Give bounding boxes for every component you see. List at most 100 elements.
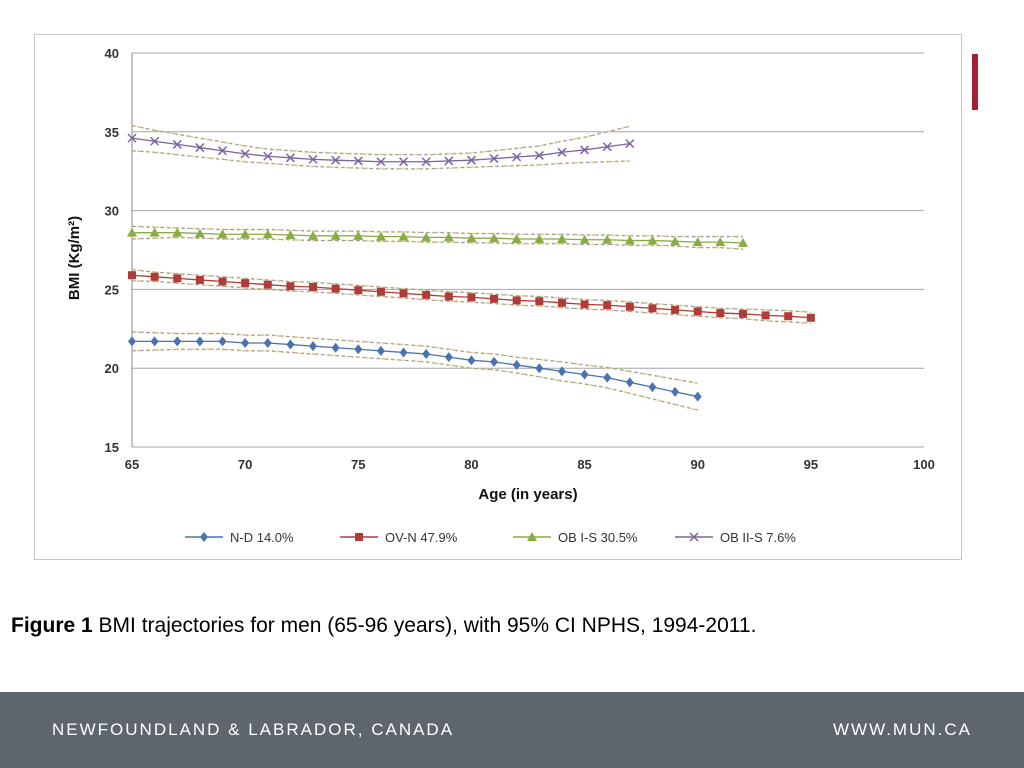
legend-item-2: OV-N 47.9% — [340, 530, 458, 545]
data-point — [670, 236, 681, 246]
data-point — [625, 139, 635, 149]
data-point — [466, 155, 476, 165]
data-point — [421, 157, 431, 167]
chart-frame: 15 20 25 30 35 40 65 70 75 80 85 90 95 100 Age (in yea… — [34, 34, 962, 560]
data-point — [444, 292, 453, 301]
data-point — [467, 293, 476, 302]
data-point — [693, 307, 702, 316]
ci-lower-highlight — [131, 279, 811, 325]
y-tick-label: 15 — [105, 440, 119, 455]
ci-upper-bound — [131, 269, 811, 313]
triangle-marker-icon — [527, 532, 537, 541]
data-point — [218, 336, 227, 347]
ci-upper-highlight — [131, 124, 631, 156]
legend-label: OB I-S 30.5% — [558, 530, 638, 545]
data-point — [149, 227, 160, 237]
data-point — [737, 237, 748, 247]
footer-website-link[interactable]: WWW.MUN.CA — [833, 720, 972, 739]
data-point — [241, 337, 250, 348]
data-point — [535, 297, 544, 306]
y-tick-label: 20 — [105, 361, 119, 376]
data-point — [625, 302, 634, 311]
data-point — [648, 382, 657, 393]
data-point — [625, 377, 634, 388]
data-point — [354, 344, 363, 355]
data-point — [535, 363, 544, 374]
data-point — [556, 233, 567, 243]
data-point — [580, 145, 590, 155]
data-point — [172, 227, 183, 237]
x-tick-label: 65 — [125, 457, 139, 472]
x-axis-title: Age (in years) — [478, 486, 577, 503]
data-point — [376, 287, 385, 296]
x-tick-label: 70 — [238, 457, 252, 472]
data-point — [330, 230, 341, 240]
data-point — [648, 304, 657, 313]
ci-lower-bound — [131, 348, 698, 411]
data-point — [354, 286, 363, 295]
data-point — [624, 235, 635, 245]
x-tick-label: 85 — [577, 457, 591, 472]
data-point — [692, 237, 703, 247]
data-point — [195, 336, 204, 347]
data-point — [512, 296, 521, 305]
legend-item-3: OB I-S 30.5% — [513, 530, 638, 545]
data-point — [331, 342, 340, 353]
data-point — [195, 275, 204, 284]
data-point — [173, 336, 182, 347]
ci-lower-highlight — [131, 348, 698, 411]
ci-upper-highlight — [131, 268, 811, 314]
ci-upper-bound — [131, 331, 698, 384]
data-point — [534, 233, 545, 243]
data-point — [128, 271, 136, 280]
data-point — [489, 233, 500, 243]
x-tick-label: 80 — [464, 457, 478, 472]
data-point — [557, 147, 567, 157]
data-point — [399, 157, 409, 167]
data-point — [286, 339, 295, 350]
data-point — [489, 154, 499, 164]
accent-bar — [972, 54, 978, 110]
data-point — [285, 153, 295, 163]
data-point — [240, 229, 251, 239]
ci-lower-bound — [131, 280, 811, 324]
data-point — [602, 234, 613, 244]
data-point — [466, 233, 477, 243]
data-point — [331, 284, 340, 293]
series-3 — [127, 225, 748, 251]
data-point — [128, 336, 136, 347]
data-point — [375, 231, 386, 241]
data-point — [784, 312, 793, 321]
data-point — [286, 282, 295, 291]
data-point — [444, 156, 454, 166]
data-point — [511, 233, 522, 243]
data-point — [534, 150, 544, 160]
legend-label: OV-N 47.9% — [385, 530, 458, 545]
data-point — [580, 300, 589, 309]
data-point — [172, 139, 182, 149]
data-point — [647, 235, 658, 245]
footer-location: NEWFOUNDLAND & LABRADOR, CANADA — [52, 720, 455, 739]
data-point — [512, 360, 521, 371]
data-point — [150, 336, 159, 347]
ci-upper-bound — [131, 125, 630, 156]
data-point — [761, 311, 770, 320]
series-2 — [128, 268, 815, 325]
data-point — [150, 272, 159, 281]
data-point — [467, 355, 476, 366]
y-tick-label: 35 — [105, 125, 119, 140]
figure-caption: Figure 1 BMI trajectories for men (65-96… — [11, 614, 756, 638]
data-point — [716, 309, 725, 318]
data-point — [603, 301, 612, 310]
data-point — [603, 372, 612, 383]
ci-lower-bound — [131, 150, 630, 170]
data-point — [376, 157, 386, 167]
data-point — [308, 154, 318, 164]
figure-label: Figure 1 — [11, 614, 93, 637]
y-axis-title: BMI (Kg/m²) — [66, 216, 83, 300]
data-point — [217, 229, 228, 239]
data-point — [580, 369, 589, 380]
series-line — [132, 232, 743, 244]
data-point — [738, 309, 747, 318]
data-point — [490, 356, 499, 367]
